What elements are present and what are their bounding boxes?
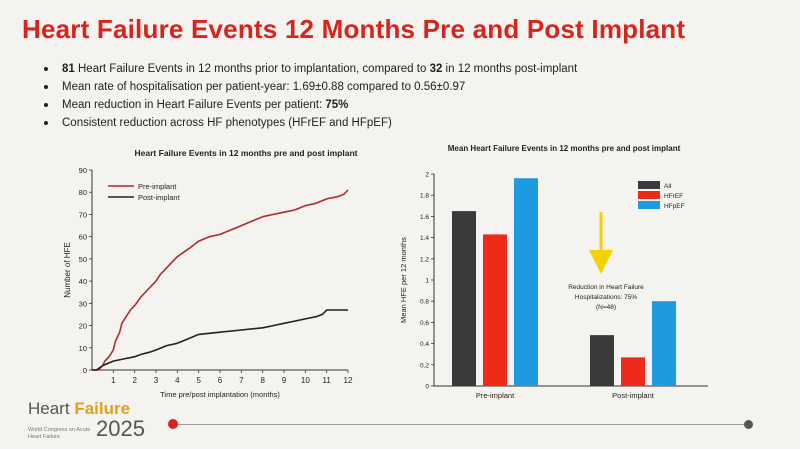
- y-tick-label: 1.4: [420, 235, 429, 242]
- x-tick-label: 5: [196, 376, 201, 385]
- slide-title: Heart Failure Events 12 Months Pre and P…: [22, 14, 686, 44]
- bullet-item: Consistent reduction across HF phenotype…: [38, 114, 577, 132]
- logo-word-heart: Heart: [28, 399, 70, 418]
- bar-chart: Mean Heart Failure Events in 12 months p…: [399, 144, 708, 400]
- x-tick-label: 12: [344, 376, 353, 385]
- bar-hfref-post: [621, 357, 645, 386]
- y-tick-label: 0: [425, 384, 429, 391]
- footer-dot-start: [168, 419, 178, 429]
- y-tick-label: 30: [79, 299, 87, 308]
- legend-swatch: [638, 191, 660, 199]
- bar-chart-title: Mean Heart Failure Events in 12 months p…: [448, 144, 681, 153]
- y-tick-label: 10: [79, 344, 87, 353]
- bullet-text: 81: [62, 63, 75, 75]
- y-tick-label: 2: [425, 172, 429, 179]
- x-tick-label: 3: [154, 376, 159, 385]
- logo-year: 2025: [96, 416, 145, 441]
- x-tick-label: 6: [218, 376, 223, 385]
- y-tick-label: 90: [79, 166, 87, 175]
- series-line-pre-implant: [92, 189, 349, 371]
- legend-label: Pre-implant: [138, 182, 177, 191]
- legend-swatch: [638, 201, 660, 209]
- logo-word-failure: Failure: [74, 399, 131, 418]
- y-tick-label: 0.2: [420, 362, 429, 369]
- annotation-line1: Reduction in Heart Failure: [568, 284, 644, 291]
- bar-all-post: [590, 335, 614, 386]
- bar-all-pre: [452, 211, 476, 386]
- bar-hfpef-post: [652, 301, 676, 386]
- bullet-text: 75%: [325, 99, 349, 111]
- reduction-arrow-icon: [589, 212, 613, 274]
- bullet-item: Mean rate of hospitalisation per patient…: [38, 78, 577, 96]
- y-tick-label: 1.2: [420, 256, 429, 263]
- x-tick-label: 11: [323, 376, 332, 385]
- y-tick-label: 1: [425, 278, 429, 285]
- x-axis-label: Time pre/post implantation (months): [160, 390, 280, 399]
- y-tick-label: 0.4: [420, 341, 429, 348]
- bullet-text: Consistent reduction across HF phenotype…: [62, 117, 392, 129]
- x-tick-label: 8: [260, 376, 265, 385]
- category-label: Post-implant: [612, 391, 655, 400]
- y-tick-label: 0.8: [420, 299, 429, 306]
- x-tick-label: 7: [239, 376, 244, 385]
- bullet-text: Heart Failure Events in 12 months prior …: [74, 63, 430, 75]
- y-tick-label: 1.6: [420, 214, 429, 221]
- legend-label: HFpEF: [664, 203, 685, 210]
- footer-dot-end: [744, 420, 753, 429]
- legend-label: Post-implant: [138, 193, 181, 202]
- y-tick-label: 70: [79, 210, 87, 219]
- bullet-list: 81 Heart Failure Events in 12 months pri…: [38, 60, 577, 132]
- x-tick-label: 2: [132, 376, 137, 385]
- y-tick-label: 80: [79, 188, 87, 197]
- series-line-post-implant: [92, 309, 348, 371]
- y-tick-label: 60: [79, 233, 87, 242]
- annotation-line3: (N=48): [596, 304, 616, 311]
- footer-divider: [175, 424, 749, 425]
- x-tick-label: 1: [111, 376, 116, 385]
- bullet-text: 32: [429, 63, 443, 75]
- y-tick-label: 40: [79, 277, 87, 286]
- x-tick-label: 4: [175, 376, 180, 385]
- line-chart-title: Heart Failure Events in 12 months pre an…: [135, 148, 358, 158]
- bullet-text: Mean rate of hospitalisation per patient…: [62, 81, 466, 93]
- legend-label: HFrEF: [664, 193, 683, 200]
- y-tick-label: 20: [79, 322, 87, 331]
- bar-hfref-pre: [483, 234, 507, 386]
- y-tick-label: 0: [83, 366, 87, 375]
- bar-hfpef-pre: [514, 178, 538, 386]
- x-tick-label: 9: [282, 376, 287, 385]
- y-axis-label: Number of HFE: [63, 242, 72, 298]
- legend-swatch: [638, 181, 660, 189]
- y-tick-label: 0.6: [420, 320, 429, 327]
- category-label: Pre-implant: [476, 391, 515, 400]
- line-chart: Heart Failure Events in 12 months pre an…: [63, 148, 358, 399]
- annotation-line2: Hospitalizations: 75%: [575, 294, 637, 301]
- y-tick-label: 50: [79, 255, 87, 264]
- x-tick-label: 10: [301, 376, 310, 385]
- y-axis-label: Mean HFE per 12 months: [399, 237, 408, 323]
- bullet-text: Mean reduction in Heart Failure Events p…: [62, 99, 326, 111]
- logo-small-text: World Congress on Acute Heart Failure: [28, 427, 91, 440]
- arrow-head: [589, 250, 613, 274]
- y-tick-label: 1.8: [420, 193, 429, 200]
- bullet-item: Mean reduction in Heart Failure Events p…: [38, 96, 577, 114]
- bullet-item: 81 Heart Failure Events in 12 months pri…: [38, 60, 577, 78]
- conference-logo: Heart Failure World Congress on Acute He…: [28, 400, 145, 440]
- legend-label: All: [664, 183, 672, 190]
- bullet-text: in 12 months post-implant: [442, 63, 578, 75]
